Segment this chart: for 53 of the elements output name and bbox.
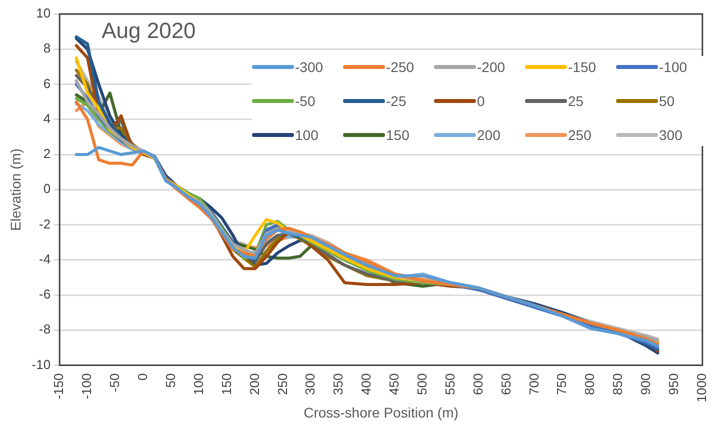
y-tick-label: 4: [43, 110, 51, 126]
x-tick-label: 850: [610, 373, 626, 395]
legend-label: -25: [386, 93, 406, 109]
y-tick-label: 6: [43, 76, 51, 91]
x-tick-label: -150: [51, 373, 66, 400]
x-tick-label: 250: [274, 373, 290, 395]
y-tick-label: -8: [39, 322, 51, 337]
legend-label: 250: [568, 127, 592, 143]
y-tick-label: 10: [36, 6, 51, 21]
x-tick-label: -50: [107, 373, 122, 392]
x-axis-title: Cross-shore Position (m): [304, 404, 458, 420]
x-tick-label: 500: [414, 373, 430, 395]
legend-label: 100: [295, 127, 318, 143]
x-tick-label: 750: [554, 373, 570, 395]
legend-label: -250: [386, 59, 414, 75]
y-tick-label: -4: [39, 251, 51, 266]
y-tick-label: -2: [39, 216, 51, 232]
legend-label: -200: [477, 59, 506, 75]
x-tick-label: 200: [246, 373, 262, 395]
x-tick-label: 1000: [694, 373, 709, 402]
x-tick-label: 800: [582, 373, 598, 395]
y-axis-title: Elevation (m): [7, 148, 24, 231]
x-tick-label: 50: [162, 373, 178, 388]
legend-label: 0: [477, 93, 485, 109]
x-tick-label: 550: [442, 373, 458, 395]
x-tick-label: 600: [470, 373, 486, 395]
legend-label: -300: [295, 59, 324, 75]
x-tick-label: 300: [302, 373, 318, 395]
x-tick-label: -100: [79, 373, 94, 400]
x-tick-label: 0: [135, 373, 150, 381]
legend-label: 25: [568, 93, 584, 109]
legend-label: -50: [295, 93, 316, 109]
y-tick-label: 8: [43, 40, 51, 56]
x-tick-label: 900: [638, 373, 654, 395]
legend-label: -150: [568, 59, 596, 75]
y-tick-label: -6: [39, 286, 51, 302]
legend-label: 200: [477, 127, 500, 143]
x-tick-label: 400: [358, 373, 374, 395]
y-tick-label: 2: [43, 146, 51, 162]
x-tick-label: 700: [526, 373, 542, 395]
x-tick-label: 150: [218, 373, 234, 395]
x-tick-label: 650: [498, 373, 514, 395]
x-tick-label: 950: [666, 373, 682, 395]
x-tick-label: 350: [330, 373, 346, 395]
y-tick-label: -10: [32, 356, 51, 372]
x-tick-label: 100: [190, 373, 206, 395]
legend-label: 50: [659, 93, 675, 109]
legend-label: 300: [659, 127, 682, 143]
legend-label: -100: [659, 59, 688, 75]
legend-label: 150: [386, 127, 410, 143]
chart-title: Aug 2020: [102, 18, 196, 44]
y-tick-label: 0: [43, 181, 51, 196]
x-tick-label: 450: [386, 373, 402, 395]
